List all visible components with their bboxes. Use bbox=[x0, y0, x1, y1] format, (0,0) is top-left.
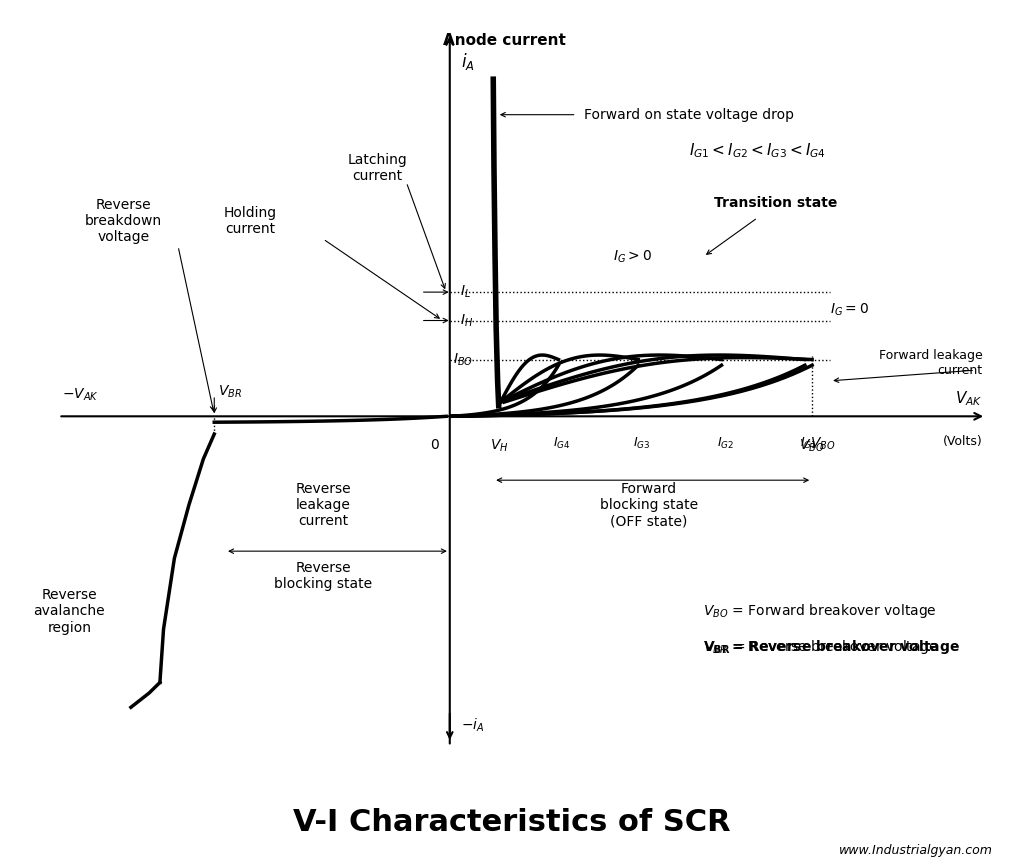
Text: 0: 0 bbox=[430, 437, 439, 451]
Text: $I_{G1}$: $I_{G1}$ bbox=[800, 436, 817, 451]
Text: $V_{BR}$ = Reverse breakover voltage: $V_{BR}$ = Reverse breakover voltage bbox=[703, 638, 961, 656]
Text: $I_{G1} < I_{G2} < I_{G3} < I_{G4}$: $I_{G1} < I_{G2} < I_{G3} < I_{G4}$ bbox=[689, 141, 826, 159]
Text: $I_G > 0$: $I_G > 0$ bbox=[612, 249, 651, 265]
Text: Reverse
leakage
current: Reverse leakage current bbox=[295, 481, 351, 528]
Text: $I_L$: $I_L$ bbox=[452, 284, 471, 301]
Text: $V_{BO}$: $V_{BO}$ bbox=[800, 437, 824, 454]
Text: Latching
current: Latching current bbox=[347, 152, 408, 183]
Text: Forward on state voltage drop: Forward on state voltage drop bbox=[584, 107, 794, 122]
Text: $I_H$: $I_H$ bbox=[452, 313, 473, 329]
Text: V-I Characteristics of SCR: V-I Characteristics of SCR bbox=[293, 808, 731, 837]
Text: Anode current: Anode current bbox=[442, 33, 565, 48]
Text: Reverse
breakdown
voltage: Reverse breakdown voltage bbox=[85, 198, 162, 244]
Text: Forward leakage
current: Forward leakage current bbox=[879, 349, 982, 377]
Text: $V_H$: $V_H$ bbox=[489, 437, 508, 454]
Text: $I_{G4}$: $I_{G4}$ bbox=[553, 436, 570, 451]
Text: Holding
current: Holding current bbox=[224, 206, 278, 236]
Text: $-i_A$: $-i_A$ bbox=[461, 716, 484, 734]
Text: www.Industrialgyan.com: www.Industrialgyan.com bbox=[840, 844, 993, 857]
Text: $I_{BO}$: $I_{BO}$ bbox=[454, 352, 473, 368]
Text: $V_{BO}$ = Forward breakover voltage: $V_{BO}$ = Forward breakover voltage bbox=[703, 603, 937, 620]
Text: Reverse
avalanche
region: Reverse avalanche region bbox=[34, 588, 105, 635]
Text: $I_G = 0$: $I_G = 0$ bbox=[830, 301, 869, 318]
Text: Transition state: Transition state bbox=[714, 197, 838, 210]
Text: $V_{BR}$: $V_{BR}$ bbox=[218, 384, 242, 400]
Text: (Volts): (Volts) bbox=[943, 435, 982, 448]
Text: $i_A$: $i_A$ bbox=[461, 51, 474, 72]
Text: $V_{BO}$: $V_{BO}$ bbox=[810, 436, 836, 452]
Text: $\mathbf{V_{BR}}$ = Reverse breakover voltage: $\mathbf{V_{BR}}$ = Reverse breakover vo… bbox=[703, 638, 939, 656]
Text: $I_{G3}$: $I_{G3}$ bbox=[633, 436, 650, 451]
Text: $V_{AK}$: $V_{AK}$ bbox=[955, 389, 982, 408]
Text: Forward
blocking state
(OFF state): Forward blocking state (OFF state) bbox=[600, 481, 698, 528]
Text: Reverse
blocking state: Reverse blocking state bbox=[273, 561, 372, 591]
Text: $I_{G2}$: $I_{G2}$ bbox=[717, 436, 733, 451]
Text: $-V_{AK}$: $-V_{AK}$ bbox=[62, 387, 99, 404]
